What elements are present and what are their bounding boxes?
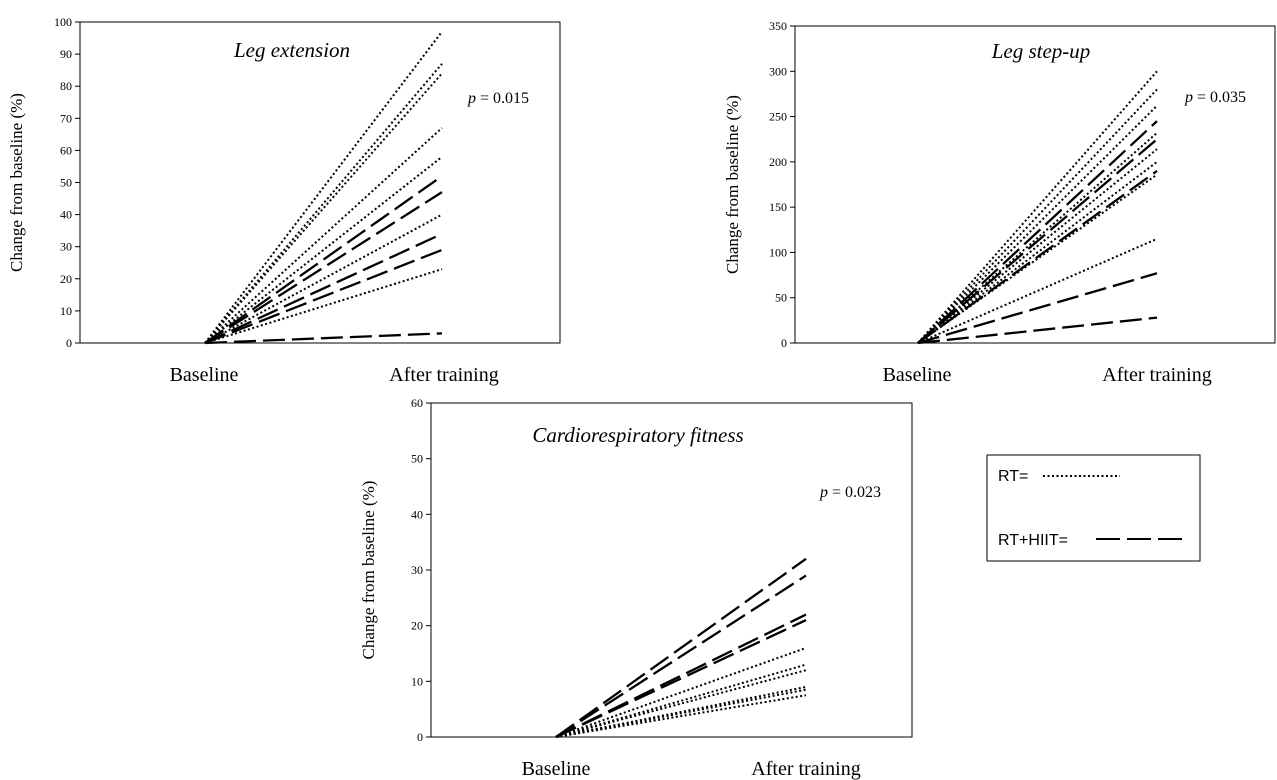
rt-series-line: [917, 173, 1158, 344]
y-tick-label: 20: [60, 272, 72, 286]
y-tick-label: 100: [769, 245, 787, 259]
x-category-label-baseline: Baseline: [883, 364, 952, 386]
rt-hiit-series-line: [555, 619, 807, 739]
y-tick-label: 0: [417, 730, 423, 744]
y-tick-label: 50: [60, 176, 72, 190]
y-tick-label: 300: [769, 64, 787, 78]
y-tick-label: 30: [60, 240, 72, 254]
panel-title: Cardiorespiratory fitness: [532, 423, 743, 447]
rt-series-line: [917, 148, 1158, 344]
y-tick-label: 50: [411, 452, 423, 466]
y-axis-title: Change from baseline (%): [7, 93, 26, 272]
rt-series-line: [917, 161, 1158, 344]
y-tick-label: 70: [60, 111, 72, 125]
leg-extension-chart: 0 10 20 30 40 50 60 70 80 90 100 Change from baseli…: [7, 15, 561, 386]
y-tick-label: 100: [54, 15, 72, 29]
y-axis-title: Change from baseline (%): [723, 95, 742, 274]
y-tick-label: 10: [411, 674, 423, 688]
p-value-text: = 0.015: [476, 90, 529, 107]
rt-series-line: [917, 70, 1158, 344]
panel-title: Leg extension: [233, 38, 350, 62]
p-value-text: = 0.035: [1193, 89, 1246, 106]
y-tick-label: 60: [60, 143, 72, 157]
y-tick-label: 200: [769, 155, 787, 169]
rt-hiit-series-line: [204, 191, 443, 344]
y-tick-label: 50: [775, 291, 787, 305]
p-value-annotation: p = 0.035: [1184, 89, 1246, 106]
rt-hiit-series-line: [204, 232, 443, 345]
rt-hiit-series-line: [204, 175, 443, 344]
rt-series-line: [204, 72, 443, 344]
y-tick-label: 0: [66, 336, 72, 350]
rt-series-line: [204, 213, 443, 344]
legend-label-rt: RT=: [998, 468, 1028, 485]
rt-hiit-series-line: [204, 248, 443, 345]
rt-series-line: [555, 663, 807, 738]
legend-box: [986, 454, 1201, 562]
rt-hiit-series-line: [917, 316, 1158, 345]
x-category-label-after-training: After training: [751, 758, 860, 780]
p-symbol: p: [467, 90, 476, 107]
y-tick-label: 10: [60, 304, 72, 318]
rt-series-line: [917, 132, 1158, 344]
rt-series-line: [917, 237, 1158, 344]
p-symbol: p: [819, 484, 828, 501]
rt-series-line: [204, 127, 443, 344]
y-axis-title: Change from baseline (%): [359, 481, 378, 660]
y-tick-label: 350: [769, 19, 787, 33]
p-value-annotation: p = 0.015: [467, 90, 529, 107]
y-tick-label: 0: [781, 336, 787, 350]
rt-hiit-series-line: [917, 120, 1158, 344]
y-tick-label: 250: [769, 110, 787, 124]
p-value-text: = 0.023: [828, 484, 881, 501]
y-tick-label: 40: [411, 507, 423, 521]
y-tick-label: 30: [411, 563, 423, 577]
legend-label-rt-hiit: RT+HIIT=: [998, 532, 1068, 549]
p-value-annotation: p = 0.023: [819, 484, 881, 501]
rt-series-line: [555, 694, 807, 738]
x-category-label-after-training: After training: [389, 364, 498, 386]
x-category-label-after-training: After training: [1102, 364, 1211, 386]
rt-series-line: [555, 669, 807, 738]
y-tick-label: 80: [60, 79, 72, 93]
y-tick-label: 20: [411, 619, 423, 633]
rt-series-line: [917, 88, 1158, 344]
y-tick-label: 40: [60, 208, 72, 222]
x-category-label-baseline: Baseline: [170, 364, 239, 386]
y-tick-label: 90: [60, 47, 72, 61]
plot-frame: [794, 25, 1276, 344]
rt-series-line: [204, 156, 443, 344]
rt-hiit-series-line: [917, 169, 1158, 344]
plot-frame: [79, 21, 561, 344]
rt-hiit-series-line: [555, 574, 807, 738]
y-tick-label: 60: [411, 396, 423, 410]
leg-step-up-chart: 0 50 100 150 200 250 300 350 Change from baselin…: [723, 19, 1276, 386]
rt-series-line: [204, 268, 443, 344]
rt-hiit-series-line: [917, 272, 1158, 345]
rt-hiit-series-line: [917, 138, 1158, 344]
legend: RT= RT+HIIT=: [986, 454, 1201, 562]
y-tick-label: 150: [769, 200, 787, 214]
rt-hiit-series-line: [555, 557, 807, 738]
rt-series-line: [917, 104, 1158, 344]
x-category-label-baseline: Baseline: [522, 758, 591, 780]
rt-hiit-series-line: [204, 332, 443, 345]
p-symbol: p: [1184, 89, 1193, 106]
cardiorespiratory-fitness-chart: 0 10 20 30 40 50 60 Change from baseline (%) Bas…: [359, 396, 913, 780]
plot-frame: [430, 402, 913, 738]
rt-series-line: [555, 646, 807, 738]
panel-title: Leg step-up: [991, 39, 1091, 63]
